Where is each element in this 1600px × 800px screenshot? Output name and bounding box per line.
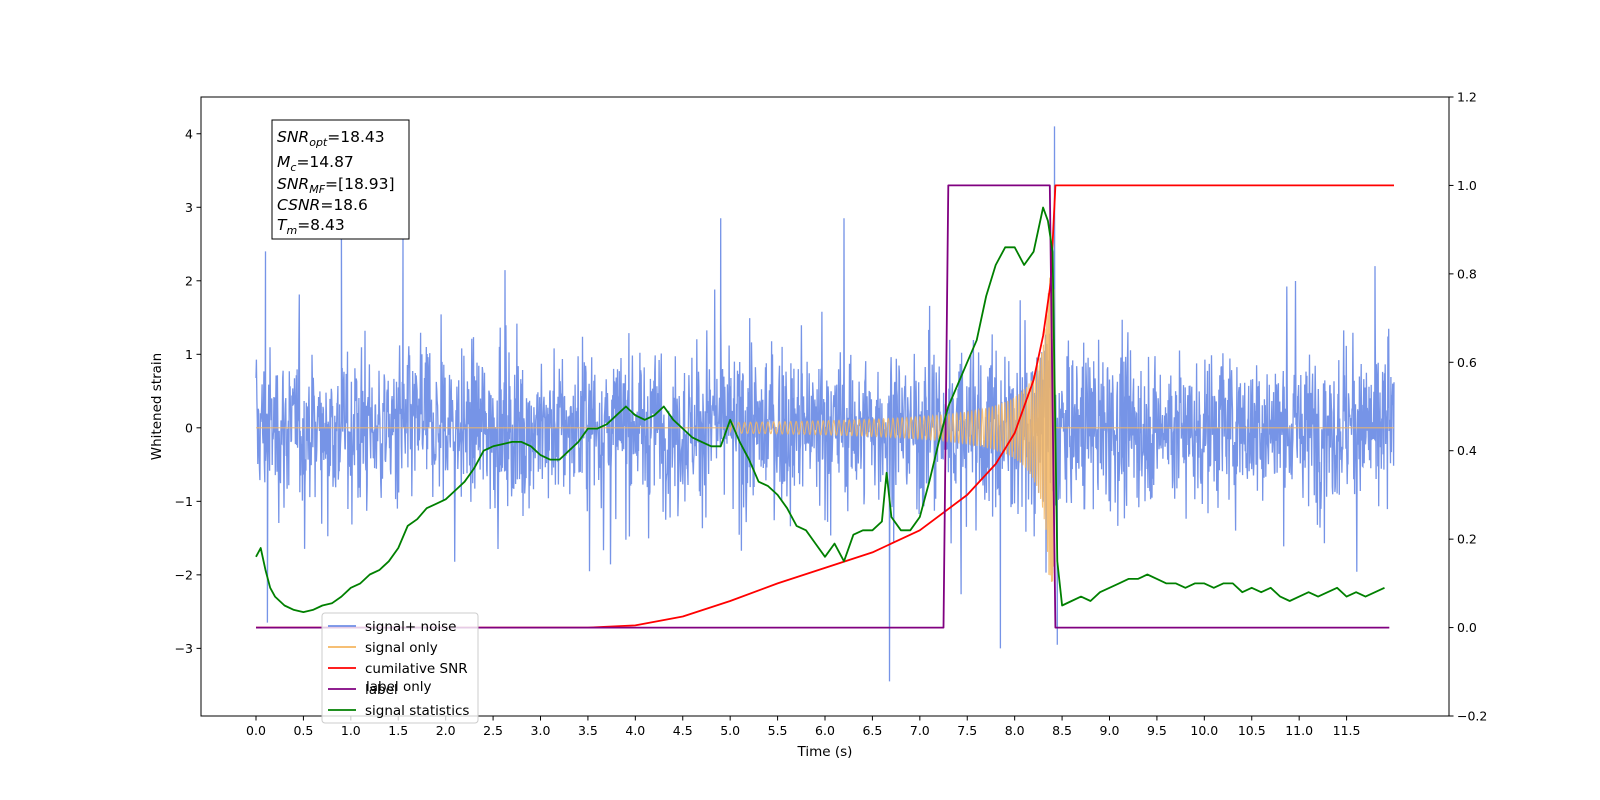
annotation-value: =[18.93] [325, 175, 394, 193]
x-tick-label: 4.0 [625, 723, 645, 738]
annotation-line: SNRMF=[18.93] [277, 175, 395, 196]
annotation-line: Tm=8.43 [277, 216, 345, 237]
x-tick-label: 4.5 [673, 723, 693, 738]
y-right-tick-label: 1.0 [1457, 178, 1477, 193]
annotation-box: SNRopt=18.43Mc=14.87SNRMF=[18.93]CSNR=18… [271, 119, 410, 240]
annotation-subscript: c [290, 161, 296, 174]
legend-label: cumilative SNR [365, 661, 468, 677]
annotation-symbol: CSNR [277, 196, 320, 214]
x-tick-label: 10.5 [1238, 723, 1266, 738]
axes: 0.0 0.5 1.0 1.5 2.0 2.5 3.0 3.5 4.0 4.5 5.0 5.5 6.0 6… [149, 90, 1487, 761]
y-right-tick-label: 0.8 [1457, 266, 1477, 281]
x-tick-label: 5.5 [768, 723, 788, 738]
y-left-tick-label: 1 [185, 347, 193, 362]
annotation-line: SNRopt=18.43 [277, 128, 385, 149]
x-tick-label: 3.5 [578, 723, 598, 738]
y-axis-label: Whitened strain [149, 353, 165, 460]
legend-label: signal statistics [365, 703, 469, 719]
annotation-subscript: opt [309, 136, 328, 149]
y-left-tick-label: −2 [175, 567, 193, 582]
annotation-symbol: M [277, 153, 290, 171]
x-tick-label: 11.0 [1285, 723, 1313, 738]
legend-label: signal+ noise [365, 619, 456, 635]
annotation-value: =8.43 [297, 216, 345, 234]
y-left-tick-label: −1 [175, 494, 193, 509]
legend-label: signal only [365, 640, 438, 656]
y-right-tick-label: 0.4 [1457, 443, 1477, 458]
x-tick-label: 5.0 [720, 723, 740, 738]
y-right-tick-label: −0.2 [1457, 709, 1487, 724]
y-left-tick-label: 4 [185, 126, 193, 141]
annotation-value: =18.6 [320, 196, 368, 214]
x-tick-label: 9.0 [1100, 723, 1120, 738]
series-signal-only-line [256, 275, 1394, 582]
y-left-tick-label: 3 [185, 200, 193, 215]
x-tick-label: 1.0 [341, 723, 361, 738]
annotation-value: =18.43 [327, 128, 384, 146]
y-right-tick-label: 0.0 [1457, 620, 1477, 635]
series-signal-noise-line [255, 126, 1395, 682]
legend: label only signal+ noise signal only cumila… [321, 612, 479, 724]
x-tick-label: 8.5 [1052, 723, 1072, 738]
x-tick-label: 10.0 [1190, 723, 1218, 738]
x-tick-label: 8.0 [1005, 723, 1025, 738]
x-tick-label: 0.5 [293, 723, 313, 738]
legend-hidden-text: label only [366, 679, 432, 695]
x-tick-label: 2.5 [483, 723, 503, 738]
x-tick-label: 11.5 [1333, 723, 1361, 738]
data-series-group [255, 126, 1395, 682]
annotation-subscript: m [286, 224, 297, 237]
x-tick-label: 6.0 [815, 723, 835, 738]
plot-area [255, 126, 1395, 682]
x-tick-label: 6.5 [862, 723, 882, 738]
x-axis-label: Time (s) [797, 744, 853, 760]
x-tick-label: 0.0 [246, 723, 266, 738]
legend-frame [321, 612, 479, 724]
x-tick-label: 3.0 [531, 723, 551, 738]
annotation-frame [271, 119, 410, 240]
annotation-line: CSNR=18.6 [277, 196, 368, 214]
y-left-tick-label: 0 [185, 420, 193, 435]
x-tick-label: 9.5 [1147, 723, 1167, 738]
annotation-line: Mc=14.87 [277, 153, 354, 174]
annotation-symbol: T [277, 216, 288, 234]
y-right-tick-label: 1.2 [1457, 90, 1477, 105]
y-right-tick-label: 0.2 [1457, 532, 1477, 547]
series-label-line [256, 184, 1390, 629]
x-tick-label: 7.5 [957, 723, 977, 738]
annotation-symbol: SNR [277, 128, 309, 146]
x-tick-label: 7.0 [910, 723, 930, 738]
annotation-value: =14.87 [296, 153, 353, 171]
y-left-tick-label: −3 [175, 641, 193, 656]
y-left-tick-label: 2 [185, 273, 193, 288]
legend-label: label [365, 682, 398, 698]
y-right-tick-label: 0.6 [1457, 355, 1477, 370]
x-tick-label: 1.5 [388, 723, 408, 738]
x-tick-label: 2.0 [436, 723, 456, 738]
annotation-symbol: SNR [277, 175, 309, 193]
annotation-subscript: MF [309, 183, 325, 196]
series-signal-statistics-line [255, 206, 1385, 613]
